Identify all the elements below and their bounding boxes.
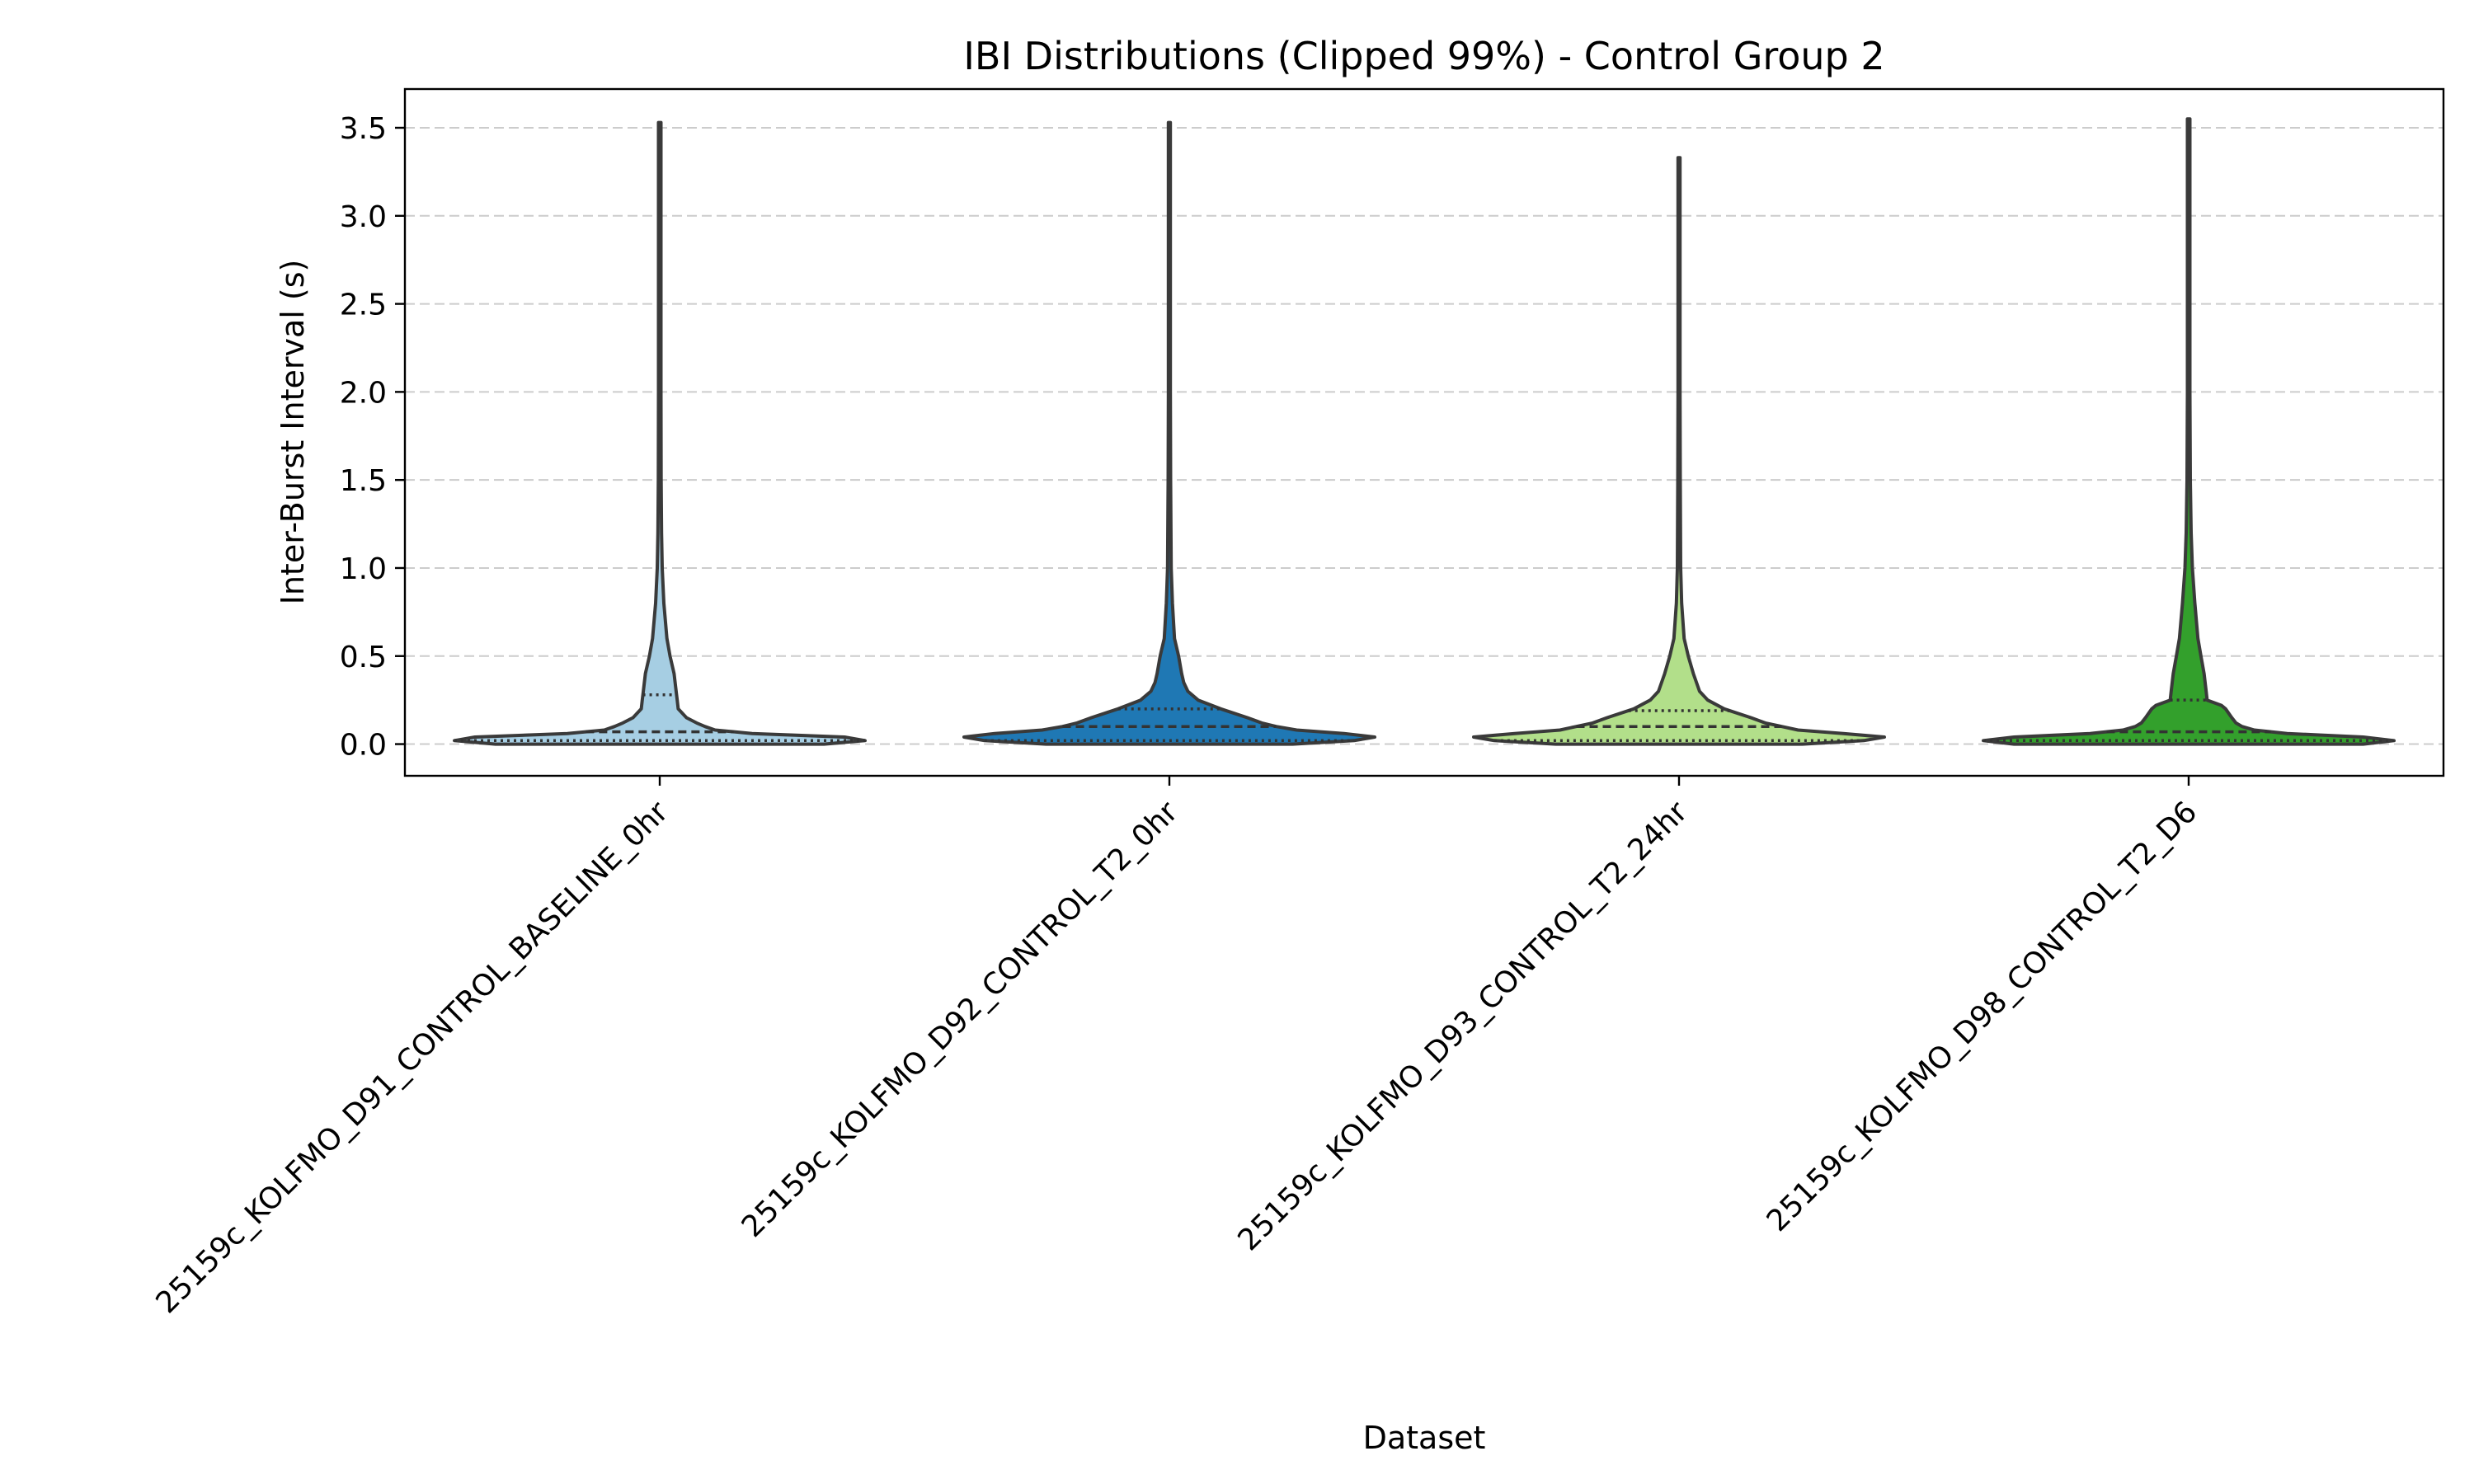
x-tick-label: 25159c_KOLFMO_D92_CONTROL_T2_0hr bbox=[736, 795, 1185, 1244]
violin-4 bbox=[1982, 117, 2396, 746]
gridlines bbox=[405, 126, 2443, 745]
y-tick-label: 2.5 bbox=[340, 289, 387, 322]
y-axis-label: Inter-Burst Interval (s) bbox=[275, 260, 311, 605]
violin-body bbox=[962, 120, 1376, 746]
violin-body bbox=[1472, 156, 1886, 746]
violin-2 bbox=[962, 120, 1376, 746]
x-tick-label: 25159c_KOLFMO_D98_CONTROL_T2_D6 bbox=[1761, 795, 2204, 1238]
y-axis-ticks: 0.0 0.5 1.0 1.5 2.0 2.5 3.0 3.5 bbox=[340, 112, 405, 763]
chart-title: IBI Distributions (Clipped 99%) - Contro… bbox=[963, 34, 1884, 78]
y-tick-label: 3.5 bbox=[340, 112, 387, 146]
y-tick-label: 3.0 bbox=[340, 200, 387, 234]
violin-1 bbox=[453, 120, 867, 746]
violin-body bbox=[1982, 117, 2396, 746]
x-axis-ticks: 25159c_KOLFMO_D91_CONTROL_BASELINE_0hr 25… bbox=[150, 776, 2204, 1320]
violin-3 bbox=[1472, 156, 1886, 746]
y-tick-label: 1.5 bbox=[340, 464, 387, 498]
y-tick-label: 1.0 bbox=[340, 552, 387, 586]
y-tick-label: 2.0 bbox=[340, 376, 387, 410]
x-tick-label: 25159c_KOLFMO_D91_CONTROL_BASELINE_0hr bbox=[150, 795, 675, 1320]
y-tick-label: 0.5 bbox=[340, 641, 387, 674]
violin-body bbox=[453, 120, 867, 746]
plot-frame bbox=[403, 87, 2445, 777]
violins bbox=[453, 117, 2396, 746]
x-axis-label: Dataset bbox=[1363, 1420, 1486, 1456]
x-tick-label: 25159c_KOLFMO_D93_CONTROL_T2_24hr bbox=[1232, 795, 1695, 1257]
y-tick-label: 0.0 bbox=[340, 729, 387, 763]
